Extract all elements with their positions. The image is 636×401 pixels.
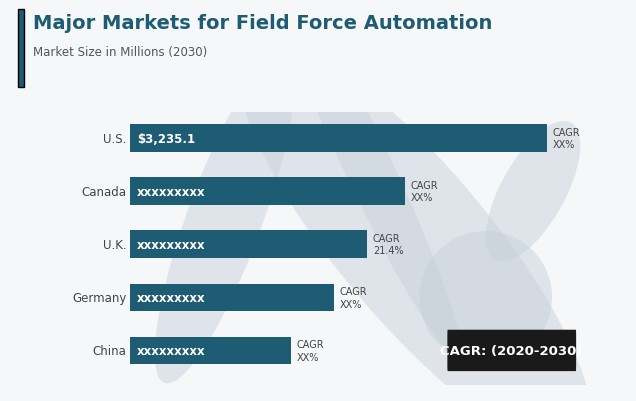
Bar: [130, 178, 405, 205]
Text: xxxxxxxxx: xxxxxxxxx: [137, 291, 206, 304]
Text: CAGR
XX%: CAGR XX%: [340, 286, 367, 309]
Text: CAGR: (2020-2030): CAGR: (2020-2030): [441, 344, 583, 357]
Bar: [130, 125, 548, 152]
Text: Market Size in Millions (2030): Market Size in Millions (2030): [33, 46, 207, 59]
Text: CAGR
21.4%: CAGR 21.4%: [373, 233, 403, 256]
Bar: [130, 337, 291, 365]
Text: xxxxxxxxx: xxxxxxxxx: [137, 344, 206, 357]
Text: CAGR
XX%: CAGR XX%: [297, 339, 324, 362]
Ellipse shape: [237, 39, 591, 401]
Ellipse shape: [273, 0, 460, 356]
Text: $3,235.1: $3,235.1: [137, 132, 195, 145]
Ellipse shape: [486, 122, 580, 262]
Text: U.K.: U.K.: [102, 238, 127, 251]
Bar: [130, 231, 367, 258]
FancyBboxPatch shape: [447, 330, 576, 371]
Text: China: China: [92, 344, 127, 357]
Text: U.S.: U.S.: [103, 132, 127, 145]
Text: Canada: Canada: [81, 185, 127, 198]
Text: Major Markets for Field Force Automation: Major Markets for Field Force Automation: [33, 14, 492, 33]
Ellipse shape: [155, 53, 295, 383]
Ellipse shape: [419, 231, 552, 364]
Bar: [130, 284, 334, 311]
Text: xxxxxxxxx: xxxxxxxxx: [137, 185, 206, 198]
Text: xxxxxxxxx: xxxxxxxxx: [137, 238, 206, 251]
Text: CAGR
XX%: CAGR XX%: [553, 128, 581, 150]
Text: CAGR
XX%: CAGR XX%: [411, 180, 438, 203]
Text: Germany: Germany: [72, 291, 127, 304]
